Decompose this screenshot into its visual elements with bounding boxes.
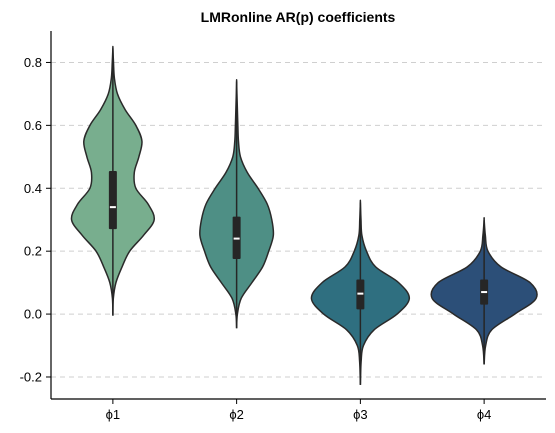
- chart-title: LMRonline AR(p) coefficients: [201, 9, 396, 25]
- median-2: [233, 237, 240, 240]
- y-tick-label: 0.6: [24, 118, 42, 133]
- y-tick-label: 0.2: [24, 244, 42, 259]
- x-tick-label: ϕ3: [353, 407, 368, 422]
- x-tick-label: ϕ1: [106, 407, 121, 422]
- median-4: [481, 291, 488, 294]
- x-tick-label: ϕ4: [477, 407, 492, 422]
- median-1: [109, 206, 116, 209]
- y-tick-label: 0.4: [24, 181, 42, 196]
- y-tick-label: 0.8: [24, 55, 42, 70]
- y-tick-label: -0.2: [20, 369, 42, 384]
- violins: [70, 45, 538, 385]
- x-tick-label: ϕ2: [229, 407, 244, 422]
- y-tick-label: 0.0: [24, 307, 42, 322]
- axes: -0.2 0.0 0.2 0.4 0.6 0.8 ϕ1 ϕ2 ϕ3 ϕ4: [20, 31, 546, 422]
- median-3: [357, 292, 364, 295]
- iqr-box-1: [108, 170, 117, 230]
